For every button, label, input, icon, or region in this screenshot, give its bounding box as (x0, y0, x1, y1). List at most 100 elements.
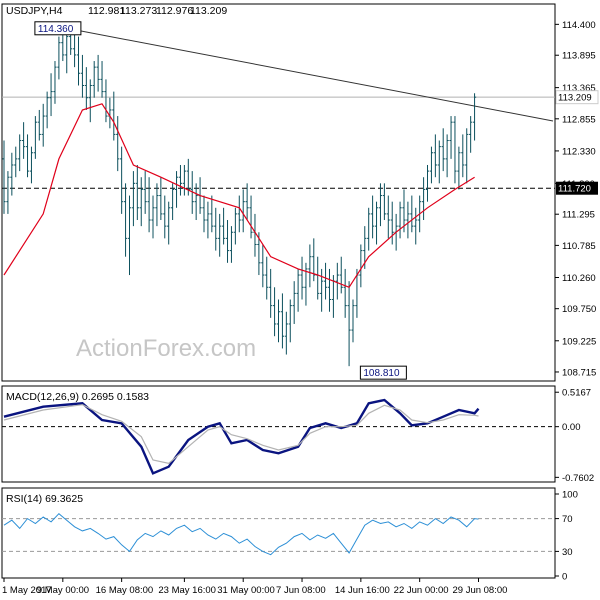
y-tick-label: 110.260 (562, 273, 596, 284)
y-tick-label: 30 (562, 547, 573, 558)
price-bar (296, 268, 300, 312)
price-bar (112, 91, 116, 141)
x-tick-label: 29 Jun 08:00 (452, 585, 507, 596)
price-bar (425, 164, 430, 202)
y-tick-label: 113.365 (562, 83, 596, 94)
price-bar (210, 195, 214, 233)
price-bar (96, 54, 100, 92)
price-bar (300, 256, 304, 300)
price-bar (378, 183, 383, 227)
macd-y-axis: 0.5167 0.00 -0.7602 (555, 388, 594, 484)
price-bar (120, 146, 124, 214)
x-tick-label: 23 May 16:00 (158, 585, 216, 596)
y-tick-label: 113.895 (562, 51, 596, 62)
macd-signal-line (3, 404, 479, 464)
price-bar (88, 79, 92, 123)
price-bar (225, 220, 230, 263)
price-bar (33, 116, 37, 159)
price-bar (367, 207, 371, 251)
x-tick-label: 7 Jun 08:00 (276, 585, 326, 596)
price-bar (343, 268, 347, 318)
price-bar (14, 146, 18, 178)
price-bar (272, 287, 277, 337)
rsi-lines (2, 513, 555, 556)
price-bar (237, 195, 241, 233)
price-bar (37, 109, 41, 141)
price-bar (410, 195, 414, 233)
price-bar (472, 93, 477, 141)
price-bar (159, 177, 163, 221)
price-bar (206, 201, 210, 239)
price-bar (178, 164, 183, 196)
price-bar (41, 103, 45, 147)
price-bar (402, 189, 406, 233)
price-bar (92, 61, 96, 98)
price-bar (445, 134, 449, 178)
price-bar (261, 244, 265, 288)
price-bar (327, 268, 332, 312)
price-bar (76, 36, 81, 86)
price-bar (323, 262, 328, 300)
price-bar (127, 195, 132, 276)
price-bar (222, 207, 226, 245)
price-bar (182, 164, 186, 196)
level-label-box (556, 181, 598, 195)
price-bar (29, 146, 34, 184)
rsi-panel: RSI(14) 69.3625 100 70 30 0 (1, 487, 578, 583)
price-bar (123, 183, 128, 257)
y-tick-label: 70 (562, 514, 573, 525)
price-bar (139, 177, 143, 227)
price-bar (280, 293, 285, 349)
macd-panel: MACD(12,26,9) 0.2695 0.1583 0.5167 0.00 -0… (1, 385, 594, 484)
current-price-box (555, 90, 599, 105)
price-bar (461, 134, 465, 178)
price-bar (390, 201, 394, 245)
price-bar (339, 256, 343, 294)
y-tick-label: 112.330 (562, 146, 596, 157)
price-bar (351, 299, 355, 343)
annotation-box (34, 21, 82, 36)
price-bar (49, 73, 53, 117)
price-bar (72, 30, 77, 68)
price-bar (218, 213, 222, 257)
x-tick-label: 9 May 00:00 (37, 585, 89, 596)
price-bar (84, 67, 88, 110)
price-bar (449, 116, 453, 159)
price-bar (249, 195, 253, 239)
price-bar (292, 281, 296, 324)
price-bar (371, 195, 375, 239)
price-bar (214, 207, 218, 251)
resistance-trendline (58, 26, 554, 122)
price-bar (453, 116, 457, 184)
macd-title: MACD(12,26,9) 0.2695 0.1583 (6, 391, 149, 403)
price-bar (104, 79, 108, 123)
price-bar (147, 177, 151, 233)
price-bar (171, 183, 175, 221)
watermark: ActionForex.com (76, 335, 256, 362)
y-tick-label: 112.855 (562, 114, 596, 125)
ohlc-open: 112.981 (88, 5, 125, 17)
price-bar (233, 207, 237, 245)
price-bar (65, 30, 69, 74)
price-bar (359, 244, 363, 288)
annotation-label: 108.810 (363, 368, 400, 379)
price-bar (265, 256, 269, 300)
price-bar (163, 195, 167, 239)
price-bar (100, 61, 104, 98)
y-tick-label: 0 (562, 572, 567, 583)
y-tick-label: 111.295 (562, 210, 595, 221)
price-bar (386, 195, 390, 239)
price-bar (374, 201, 379, 245)
price-bar (398, 201, 402, 239)
rsi-line (3, 513, 479, 556)
price-bar (61, 30, 65, 62)
price-bar (245, 183, 249, 221)
price-levels: 111.720 113.209 (2, 90, 599, 195)
price-bar (53, 61, 57, 104)
annotation-box (359, 365, 407, 380)
y-tick-label: 109.750 (562, 304, 596, 315)
y-tick-label: 0.5167 (562, 388, 591, 399)
price-bar (429, 146, 434, 184)
